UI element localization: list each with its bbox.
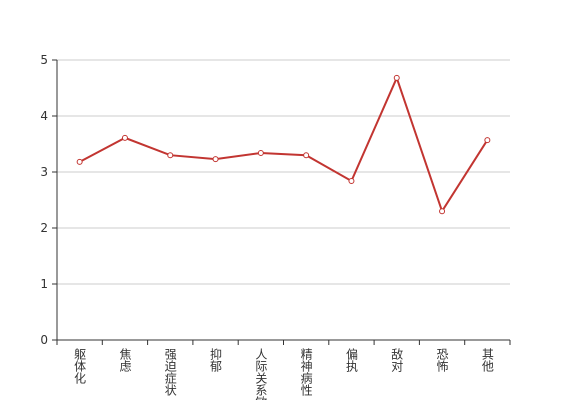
point (348, 177, 355, 184)
y-tick-label: 4 (40, 109, 48, 123)
x-tick-label: 恐怖 (435, 348, 449, 372)
y-tick-label: 1 (40, 277, 48, 291)
x-tick-label: 躯体化 (73, 347, 87, 385)
point (121, 134, 128, 141)
x-tick-label: 其他 (480, 348, 494, 372)
x-tick-label: 精神病性 (299, 348, 313, 397)
point (484, 137, 491, 144)
y-tick-label: 3 (40, 165, 48, 179)
x-tick-label: 偏执 (344, 347, 358, 373)
x-tick-label: 敌对 (390, 347, 404, 372)
x-tick-label: 人际关系敏感 (254, 348, 268, 400)
point (393, 74, 400, 81)
point (76, 158, 83, 165)
y-tick-label: 0 (40, 333, 48, 347)
point (257, 149, 264, 156)
point (303, 152, 310, 159)
x-tick-label: 抑郁 (209, 347, 223, 373)
y-tick-label: 5 (40, 53, 48, 67)
point (167, 152, 174, 159)
line (79, 75, 489, 214)
x-tick-label: 焦虑 (118, 348, 132, 372)
point (439, 208, 446, 215)
point (212, 156, 219, 163)
y-tick-label: 2 (40, 221, 48, 235)
x-tick-label: 强迫症状 (163, 348, 177, 396)
